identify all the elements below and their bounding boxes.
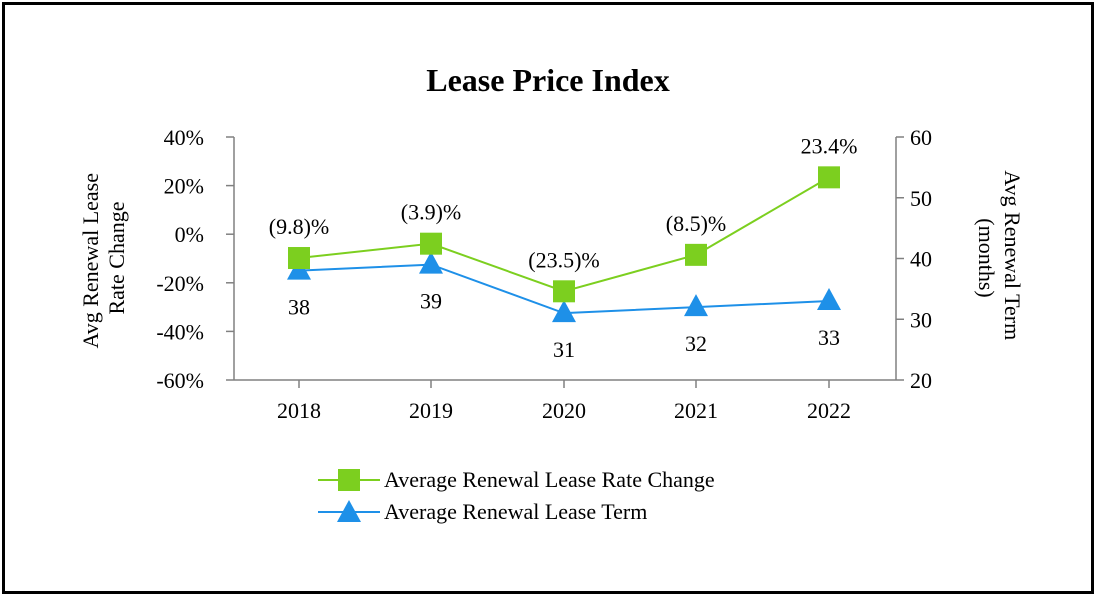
rate-point (420, 232, 442, 255)
term-point (684, 294, 708, 317)
left-axis-title: Avg Renewal Lease Rate Change (78, 167, 129, 348)
left-tick-label: -20% (156, 271, 204, 296)
x-axis-ticks: 2018 2019 2020 2021 2022 (277, 380, 851, 423)
right-tick-label: 30 (910, 307, 932, 332)
term-point (419, 251, 443, 274)
left-tick-label: -60% (156, 368, 204, 393)
rate-data-label: 23.4% (801, 133, 858, 158)
x-tick-label: 2020 (542, 398, 586, 423)
term-data-label: 39 (420, 289, 442, 314)
x-tick-label: 2018 (277, 398, 321, 423)
rate-data-label: (3.9)% (401, 200, 461, 225)
right-tick-label: 40 (910, 247, 932, 272)
series-layer: 38 39 31 32 33 (9.8)% (3.9)% (23.5)% (8.5)% 23.4% (269, 133, 858, 362)
x-tick-label: 2019 (409, 398, 453, 423)
rate-data-label: (8.5)% (666, 211, 726, 236)
left-tick-label: -40% (156, 319, 204, 344)
term-point (817, 288, 841, 311)
legend-marker-triangle (337, 500, 361, 522)
left-tick-label: 40% (164, 125, 204, 150)
legend-label-term: Average Renewal Lease Term (384, 499, 647, 524)
legend-item-rate-change: Average Renewal Lease Rate Change (318, 467, 715, 492)
rate-point (818, 166, 840, 189)
rate-series-line (298, 176, 830, 293)
legend-item-term: Average Renewal Lease Term (318, 499, 647, 524)
left-tick-label: 20% (164, 174, 204, 199)
right-axis-title: Avg Renewal Term (months) (974, 170, 1025, 345)
x-tick-label: 2021 (674, 398, 718, 423)
left-tick-label: 0% (175, 222, 204, 247)
term-data-label: 31 (553, 337, 575, 362)
chart-frame (2, 2, 1094, 594)
term-data-label: 33 (818, 325, 840, 350)
legend-marker-square (338, 469, 360, 491)
legend: Average Renewal Lease Rate Change Averag… (318, 467, 715, 524)
right-tick-label: 50 (910, 186, 932, 211)
right-tick-label: 20 (910, 368, 932, 393)
right-axis-ticks: 60 50 40 30 20 (896, 125, 932, 393)
left-axis-ticks: 40% 20% 0% -20% -40% -60% (156, 125, 234, 393)
x-tick-label: 2022 (807, 398, 851, 423)
legend-label-rate-change: Average Renewal Lease Rate Change (384, 467, 715, 492)
rate-data-label: (23.5)% (528, 247, 599, 272)
rate-point (685, 243, 707, 266)
term-data-label: 38 (288, 295, 310, 320)
rate-point (553, 280, 575, 303)
rate-point (288, 247, 310, 270)
rate-data-label: (9.8)% (269, 214, 329, 239)
chart-title: Lease Price Index (426, 62, 670, 98)
term-data-label: 32 (685, 331, 707, 356)
term-point (552, 300, 576, 323)
right-tick-label: 60 (910, 125, 932, 150)
